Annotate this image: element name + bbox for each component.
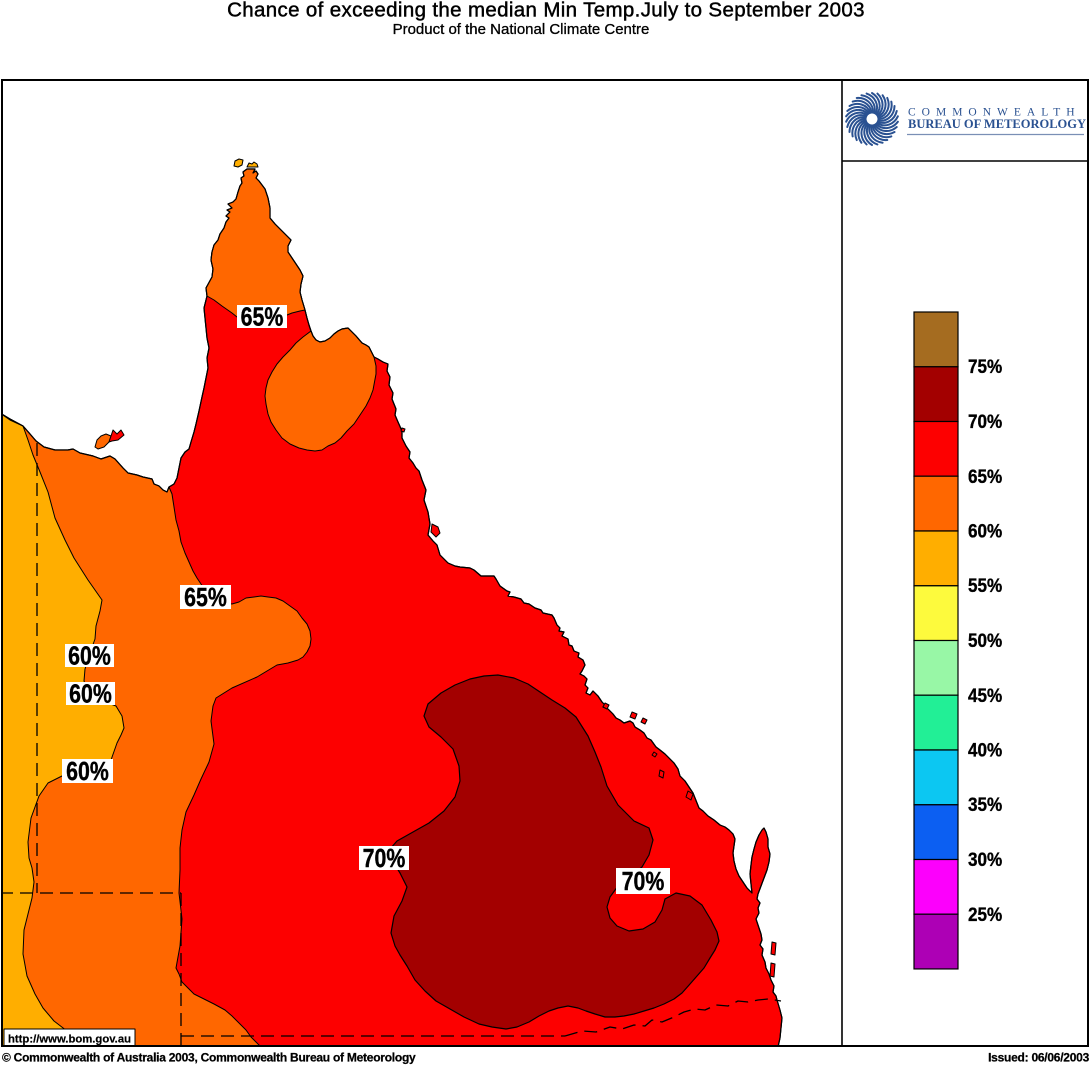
svg-text:60%: 60% (68, 642, 111, 672)
svg-text:55%: 55% (968, 575, 1002, 596)
svg-text:60%: 60% (968, 521, 1002, 542)
svg-text:70%: 70% (968, 411, 1002, 432)
svg-text:70%: 70% (622, 867, 665, 897)
svg-text:COMMONWEALTH: COMMONWEALTH (908, 107, 1081, 119)
svg-text:65%: 65% (184, 583, 227, 613)
svg-text:45%: 45% (968, 685, 1002, 706)
svg-text:60%: 60% (66, 757, 109, 787)
svg-text:65%: 65% (968, 466, 1002, 487)
svg-text:65%: 65% (241, 303, 284, 333)
svg-text:40%: 40% (968, 740, 1002, 761)
svg-text:75%: 75% (968, 356, 1002, 377)
svg-text:http://www.bom.gov.au: http://www.bom.gov.au (8, 1034, 131, 1046)
svg-text:Product of the National Climat: Product of the National Climate Centre (393, 21, 650, 38)
svg-text:Chance of exceeding the median: Chance of exceeding the median Min Temp.… (227, 0, 865, 22)
svg-text:35%: 35% (968, 794, 1002, 815)
svg-text:BUREAU OF METEOROLOGY: BUREAU OF METEOROLOGY (908, 117, 1086, 131)
svg-text:Issued: 06/06/2003: Issued: 06/06/2003 (988, 1051, 1089, 1065)
svg-text:30%: 30% (968, 849, 1002, 870)
svg-text:25%: 25% (968, 904, 1002, 925)
svg-text:70%: 70% (363, 844, 406, 874)
svg-text:© Commonwealth of Australia 20: © Commonwealth of Australia 2003, Common… (2, 1051, 416, 1065)
svg-text:50%: 50% (968, 630, 1002, 651)
svg-text:60%: 60% (69, 680, 112, 710)
